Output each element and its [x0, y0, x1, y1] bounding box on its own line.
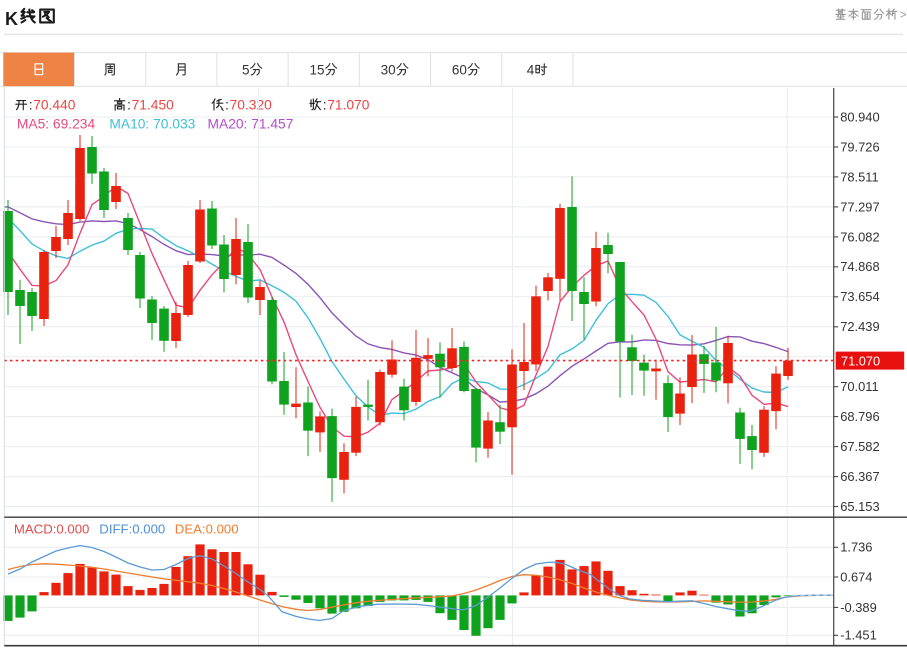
svg-text::: :	[29, 97, 33, 112]
svg-text:MA10: 70.033: MA10: 70.033	[109, 116, 195, 131]
svg-text:68.796: 68.796	[840, 409, 879, 424]
svg-text:5: 5	[242, 63, 250, 78]
svg-text:70.011: 70.011	[840, 379, 878, 394]
svg-text:30: 30	[381, 63, 396, 78]
svg-text:67.582: 67.582	[840, 439, 879, 454]
svg-text:66.367: 66.367	[840, 469, 879, 484]
svg-text:>: >	[900, 8, 907, 22]
svg-text:77.297: 77.297	[840, 199, 879, 214]
svg-text:0.674: 0.674	[840, 569, 872, 584]
svg-text:80.940: 80.940	[840, 109, 879, 124]
svg-text:DIFF:0.000: DIFF:0.000	[99, 522, 165, 537]
svg-text:4: 4	[527, 63, 535, 78]
svg-text:K: K	[5, 9, 18, 29]
svg-text:DEA:0.000: DEA:0.000	[175, 522, 239, 537]
svg-text:MA5: 69.234: MA5: 69.234	[17, 116, 96, 131]
svg-text:73.654: 73.654	[840, 289, 879, 304]
svg-text:1.736: 1.736	[840, 540, 872, 555]
svg-text::: :	[127, 97, 131, 112]
svg-text:70.320: 70.320	[230, 97, 273, 112]
svg-text:71.450: 71.450	[132, 97, 175, 112]
svg-text::: :	[323, 97, 327, 112]
svg-text::: :	[225, 97, 229, 112]
svg-text:MA20: 71.457: MA20: 71.457	[208, 116, 294, 131]
svg-text:-0.389: -0.389	[840, 600, 877, 615]
svg-text:60: 60	[452, 63, 467, 78]
svg-text:MACD:0.000: MACD:0.000	[14, 522, 90, 537]
svg-text:15: 15	[309, 63, 324, 78]
svg-text:-1.451: -1.451	[840, 628, 877, 643]
svg-text:78.511: 78.511	[840, 169, 878, 184]
svg-text:72.439: 72.439	[840, 319, 879, 334]
svg-text:71.070: 71.070	[327, 97, 370, 112]
svg-text:71.070: 71.070	[841, 353, 880, 368]
svg-text:65.153: 65.153	[840, 499, 879, 514]
svg-text:76.082: 76.082	[840, 229, 879, 244]
svg-text:70.440: 70.440	[33, 97, 76, 112]
svg-text:79.726: 79.726	[840, 139, 879, 154]
svg-text:74.868: 74.868	[840, 259, 879, 274]
